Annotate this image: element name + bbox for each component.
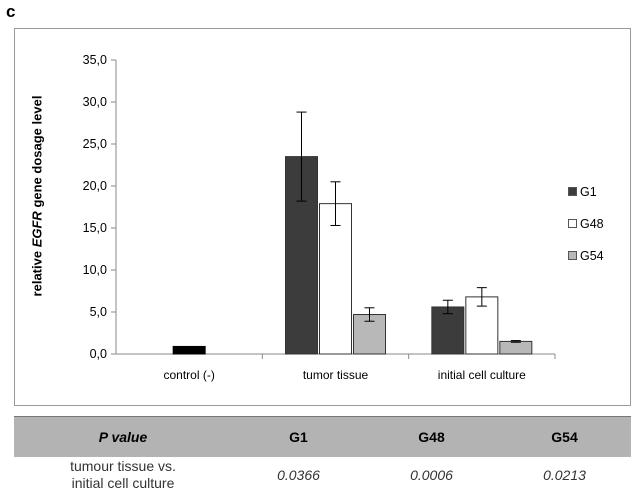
p-value-g54: 0.0213 bbox=[543, 467, 586, 483]
p-value-g1: 0.0366 bbox=[277, 467, 320, 483]
legend-swatch-g54 bbox=[568, 251, 577, 260]
table-row-label: tumour tissue vs. initial cell culture bbox=[14, 457, 232, 493]
bar-g1 bbox=[431, 306, 465, 355]
legend-label-g1: G1 bbox=[580, 184, 597, 199]
y-tick-label: 15,0 bbox=[83, 221, 107, 235]
table-header-g54: G54 bbox=[498, 416, 631, 457]
legend-item-g48: G48 bbox=[568, 213, 604, 234]
legend-label-g54: G54 bbox=[580, 248, 604, 263]
y-tick-label: 20,0 bbox=[83, 179, 107, 193]
table-header-row: P value G1 G48 G54 bbox=[14, 416, 631, 457]
y-tick-label: 10,0 bbox=[83, 263, 107, 277]
legend-label-g48: G48 bbox=[580, 216, 604, 231]
y-tick-label: 5,0 bbox=[90, 305, 107, 319]
legend-swatch-g1 bbox=[568, 187, 577, 196]
bar-control bbox=[172, 345, 206, 355]
y-axis-label-gene: EGFR bbox=[29, 211, 45, 248]
p-value-g48: 0.0006 bbox=[410, 467, 453, 483]
table-row-label-line: initial cell culture bbox=[71, 475, 175, 491]
panel-letter: c bbox=[6, 2, 16, 21]
y-axis-label: relative EGFR gene dosage level bbox=[30, 96, 45, 297]
p-value-table: P value G1 G48 G54 tumour tissue vs. ini… bbox=[14, 416, 631, 493]
y-tick-label: 30,0 bbox=[83, 95, 107, 109]
table-header-g48: G48 bbox=[365, 416, 498, 457]
table-header-pvalue: P value bbox=[14, 416, 232, 457]
y-tick-label: 35,0 bbox=[83, 53, 107, 67]
table-header-g1: G1 bbox=[232, 416, 365, 457]
legend: G1 G48 G54 bbox=[568, 181, 604, 277]
chart-frame bbox=[14, 28, 631, 406]
table-row-label-line: tumour tissue vs. bbox=[70, 458, 176, 474]
x-tick-label: control (-) bbox=[163, 368, 214, 382]
y-tick-label: 25,0 bbox=[83, 137, 107, 151]
bar-g54 bbox=[499, 340, 533, 355]
y-axis-label-part: relative bbox=[29, 247, 45, 297]
x-tick-label: tumor tissue bbox=[303, 368, 369, 382]
x-tick-label: initial cell culture bbox=[438, 368, 526, 382]
bar-g48 bbox=[319, 203, 352, 355]
table-row: tumour tissue vs. initial cell culture 0… bbox=[14, 457, 631, 493]
legend-item-g1: G1 bbox=[568, 181, 604, 202]
y-tick-label: 0,0 bbox=[90, 347, 107, 361]
legend-swatch-g48 bbox=[568, 219, 577, 228]
y-axis-label-part: gene dosage level bbox=[29, 95, 45, 212]
legend-item-g54: G54 bbox=[568, 245, 604, 266]
bar-chart: 0,0 5,0 10,0 15,0 20,0 25,0 30,0 35,0 control (-… bbox=[83, 53, 556, 382]
